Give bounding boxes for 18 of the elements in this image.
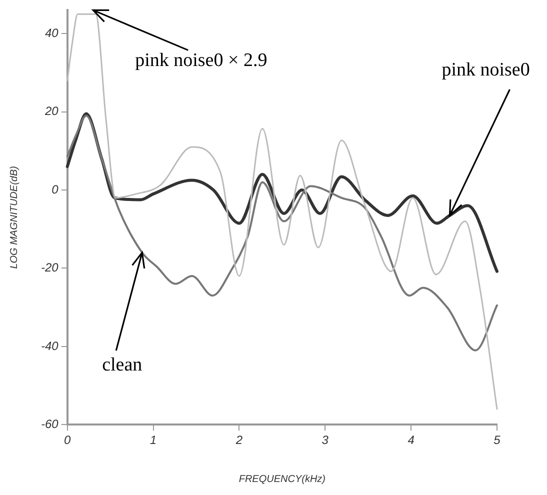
annotation: pink noise0 (442, 59, 530, 80)
x-tick-label: 1 (150, 433, 157, 448)
y-tick-label: -20 (41, 260, 59, 275)
x-tick-label: 4 (408, 433, 415, 448)
y-tick-label: 20 (44, 104, 59, 118)
x-tick-label: 2 (234, 433, 243, 448)
x-tick-label: 3 (322, 433, 329, 448)
line-series (66, 114, 498, 352)
x-tick-label: 0 (64, 433, 71, 448)
x-tick-label: 5 (494, 433, 501, 448)
y-tick-label: 0 (52, 182, 59, 196)
y-tick-label: -40 (41, 338, 59, 353)
annotation: clean (102, 354, 143, 376)
y-tick-label: 40 (44, 26, 59, 40)
annotation: pink noise0 × 2.9 (135, 50, 268, 72)
y-axis-title: LOG MAGNITUDE(dB) (8, 166, 20, 269)
x-axis-title: FREQUENCY(kHz) (238, 474, 326, 485)
y-tick-label: -60 (41, 416, 59, 431)
